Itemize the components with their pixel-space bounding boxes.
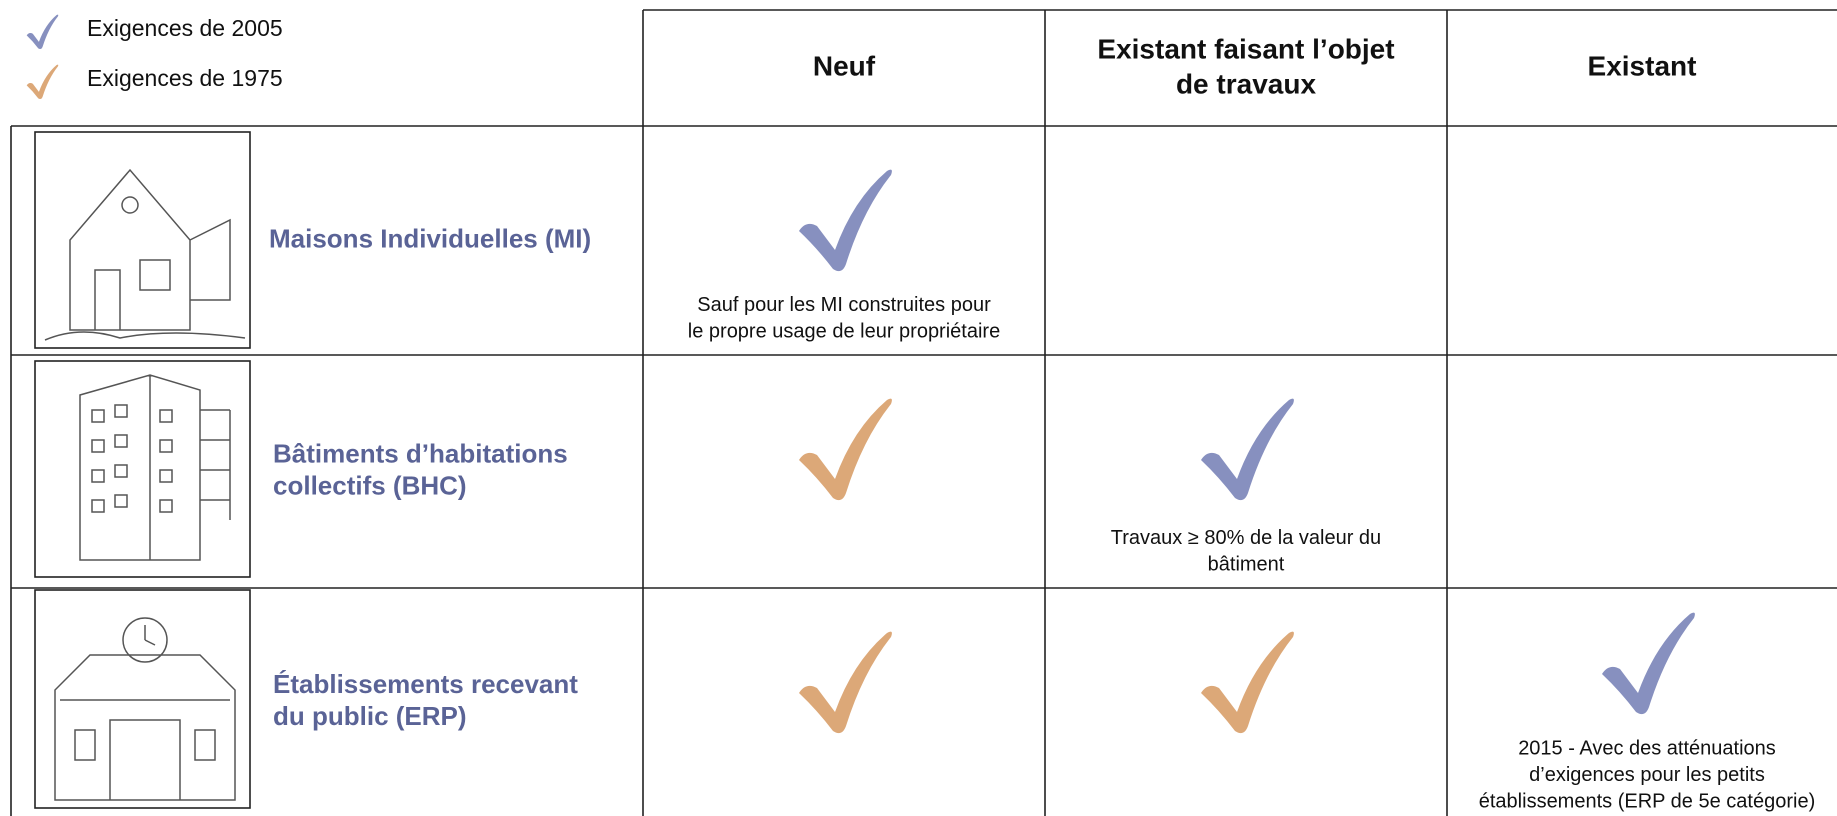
illustration-building <box>34 360 251 578</box>
column-header: Existant <box>1588 50 1697 81</box>
cell-note: bâtiment <box>1208 553 1285 575</box>
cell-note: établissements (ERP de 5e catégorie) <box>1479 790 1815 812</box>
check-mark <box>26 14 59 50</box>
row-label: Établissements recevant <box>273 669 578 699</box>
check-mark <box>1201 631 1294 734</box>
check-mark <box>1602 612 1695 715</box>
check-mark <box>1201 398 1294 501</box>
column-header: Existant faisant l’objet <box>1097 33 1394 64</box>
cell-note: 2015 - Avec des atténuations <box>1518 737 1776 759</box>
row-label: du public (ERP) <box>273 701 467 731</box>
check-mark <box>799 398 892 501</box>
illustration-public-building <box>34 589 251 809</box>
cell-note: le propre usage de leur propriétaire <box>688 320 1000 342</box>
column-header: Neuf <box>813 50 876 81</box>
check-mark <box>26 64 59 100</box>
column-header: de travaux <box>1176 68 1316 99</box>
legend-label: Exigences de 1975 <box>87 65 283 91</box>
check-mark <box>799 169 892 272</box>
check-mark <box>799 631 892 734</box>
illustration-house <box>34 131 251 349</box>
table-frame <box>10 9 1837 816</box>
row-label: collectifs (BHC) <box>273 470 467 500</box>
legend-label: Exigences de 2005 <box>87 15 283 41</box>
cell-note: Travaux ≥ 80% de la valeur du <box>1111 527 1381 549</box>
cell-note: d’exigences pour les petits <box>1529 764 1765 786</box>
row-label: Bâtiments d’habitations <box>273 438 568 468</box>
cell-note: Sauf pour les MI construites pour <box>697 294 991 316</box>
row-label: Maisons Individuelles (MI) <box>269 223 591 253</box>
